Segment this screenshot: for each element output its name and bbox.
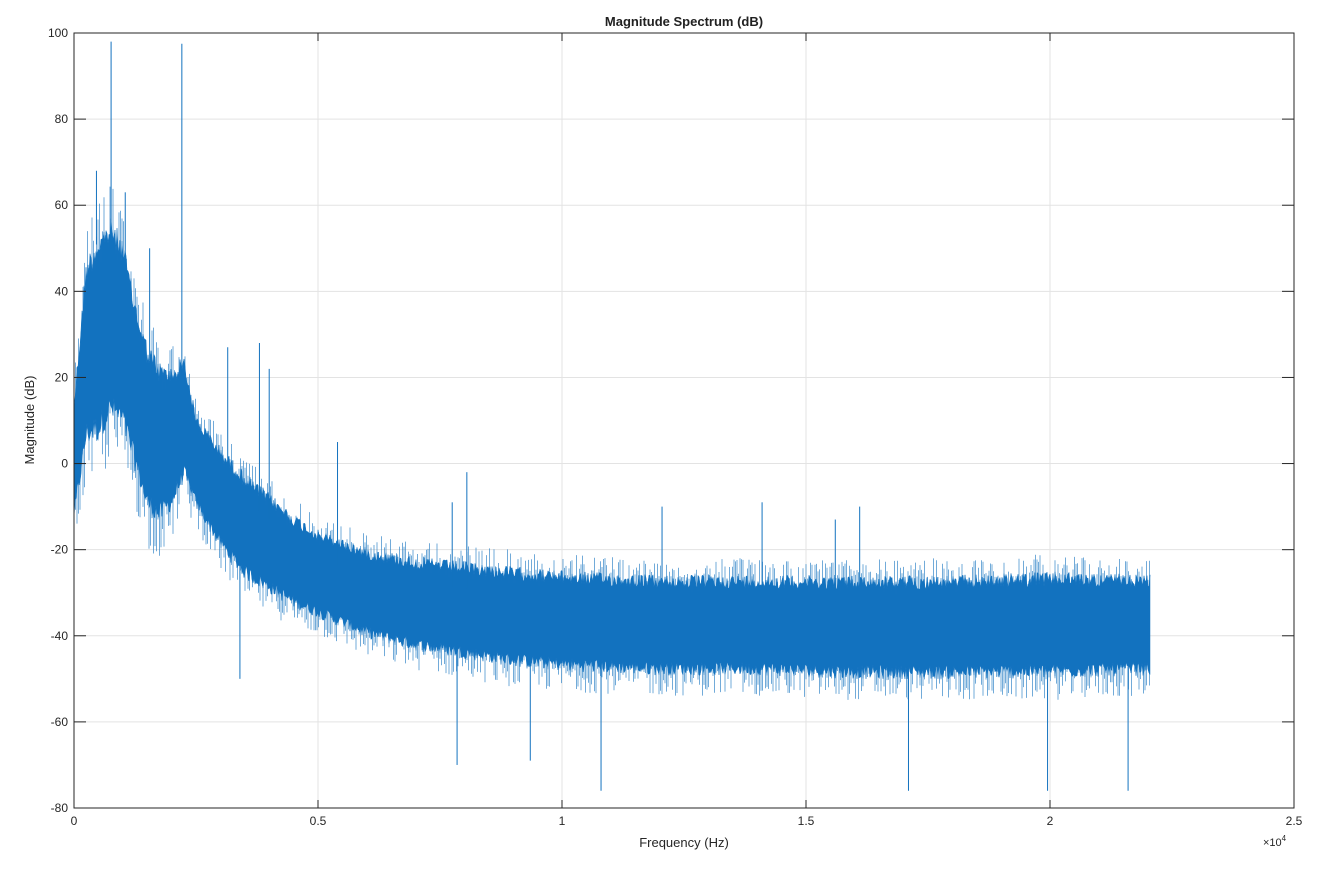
x-tick-label: 2 [1047,814,1054,828]
x-tick-label: 1.5 [798,814,815,828]
y-tick-label: -20 [51,543,69,557]
y-tick-label: 100 [48,26,68,40]
y-tick-label: -80 [51,801,69,815]
y-tick-label: -60 [51,715,69,729]
axis-ticks: 0 0.5 1 1.5 2 2.5 -80 -60 -40 -20 0 20 40 60 80 100 [48,26,1303,828]
x-axis-exponent: ×104 [1263,834,1287,849]
y-tick-label: 0 [61,457,68,471]
y-tick-label: 40 [55,284,69,298]
chart-title: Magnitude Spectrum (dB) [605,14,763,29]
y-tick-label: 20 [55,370,69,384]
x-tick-label: 2.5 [1286,814,1303,828]
axes-box [73,32,1295,809]
x-axis-label: Frequency (Hz) [639,835,729,850]
x-tick-label: 1 [559,814,566,828]
y-tick-label: -40 [51,629,69,643]
grid-lines [74,33,1294,808]
y-axis-label: Magnitude (dB) [22,376,37,465]
x-tick-label: 0 [71,814,78,828]
x-tick-label: 0.5 [310,814,327,828]
y-tick-label: 80 [55,112,69,126]
y-tick-label: 60 [55,198,69,212]
spectrum-core-band [73,218,1151,680]
